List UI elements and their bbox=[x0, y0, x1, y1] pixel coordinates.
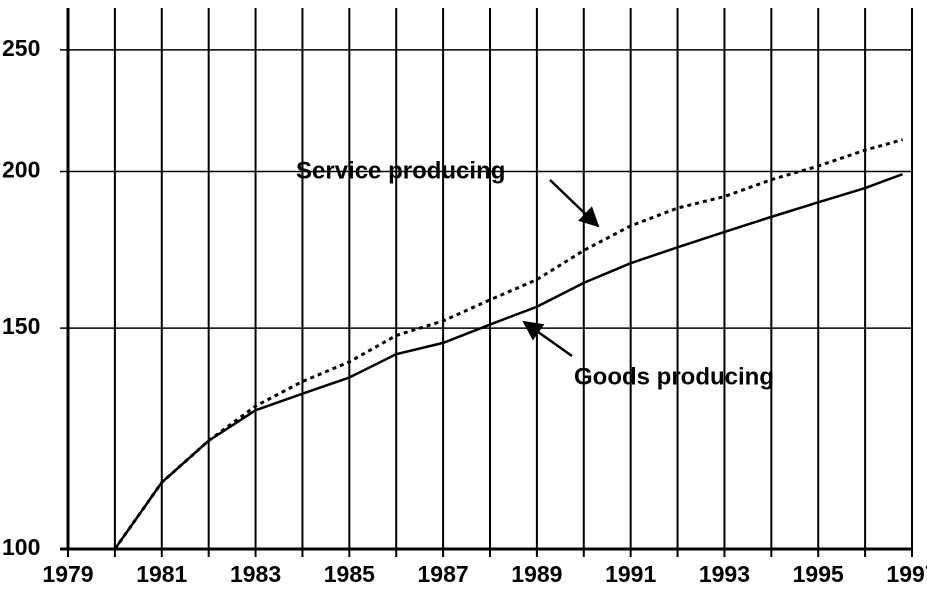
annotation: Goods producing bbox=[574, 363, 774, 390]
arrow bbox=[549, 179, 600, 228]
arrow bbox=[522, 320, 573, 358]
series-line bbox=[113, 138, 904, 550]
y-tick-label: 100 bbox=[2, 534, 40, 560]
annotation: Service producing bbox=[296, 157, 505, 184]
x-tick-label: 1995 bbox=[793, 561, 844, 587]
x-tick-label: 1987 bbox=[418, 561, 469, 587]
x-tick-label: 1991 bbox=[605, 561, 656, 587]
y-tick-label: 150 bbox=[2, 313, 40, 339]
y-tick-label: 200 bbox=[2, 157, 40, 183]
x-tick-label: 1989 bbox=[511, 561, 562, 587]
x-tick-label: 1993 bbox=[699, 561, 750, 587]
x-tick-label: 1983 bbox=[230, 561, 281, 587]
series-line bbox=[113, 173, 904, 550]
x-tick-label: 1981 bbox=[136, 561, 187, 587]
x-tick-label: 1985 bbox=[324, 561, 375, 587]
y-tick-label: 250 bbox=[2, 35, 40, 61]
x-tick-label: 1997 bbox=[886, 561, 927, 587]
x-tick-label: 1979 bbox=[42, 561, 93, 587]
